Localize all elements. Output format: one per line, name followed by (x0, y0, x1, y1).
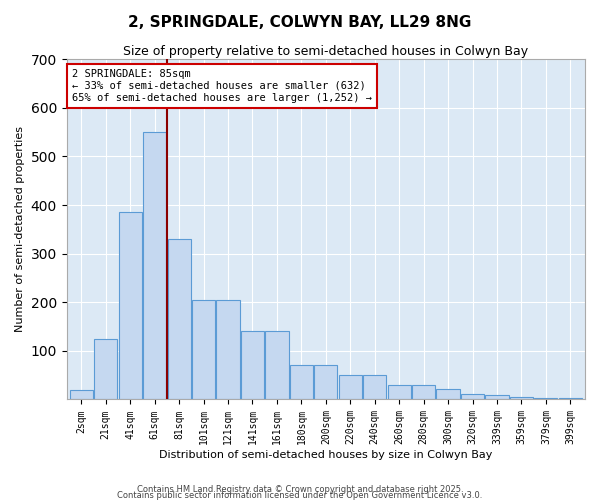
Bar (217, 300, 239, 400)
Bar (290, 366, 313, 400)
Y-axis label: Number of semi-detached properties: Number of semi-detached properties (15, 126, 25, 332)
Bar (388, 385, 411, 400)
Bar (510, 396, 533, 400)
Bar (119, 212, 142, 400)
Bar (70, 390, 93, 400)
Bar (436, 389, 460, 400)
Bar (192, 300, 215, 400)
Text: 2 SPRINGDALE: 85sqm
← 33% of semi-detached houses are smaller (632)
65% of semi-: 2 SPRINGDALE: 85sqm ← 33% of semi-detach… (72, 70, 372, 102)
Bar (143, 132, 166, 400)
Bar (363, 375, 386, 400)
Bar (412, 385, 435, 400)
Text: 2, SPRINGDALE, COLWYN BAY, LL29 8NG: 2, SPRINGDALE, COLWYN BAY, LL29 8NG (128, 15, 472, 30)
Bar (265, 332, 289, 400)
Bar (338, 375, 362, 400)
Bar (167, 239, 191, 400)
Bar (241, 332, 264, 400)
Bar (461, 394, 484, 400)
Bar (94, 338, 118, 400)
X-axis label: Distribution of semi-detached houses by size in Colwyn Bay: Distribution of semi-detached houses by … (159, 450, 493, 460)
Text: Contains HM Land Registry data © Crown copyright and database right 2025.: Contains HM Land Registry data © Crown c… (137, 486, 463, 494)
Bar (534, 398, 557, 400)
Bar (559, 398, 582, 400)
Title: Size of property relative to semi-detached houses in Colwyn Bay: Size of property relative to semi-detach… (123, 45, 529, 58)
Bar (485, 394, 509, 400)
Text: Contains public sector information licensed under the Open Government Licence v3: Contains public sector information licen… (118, 492, 482, 500)
Bar (314, 366, 337, 400)
